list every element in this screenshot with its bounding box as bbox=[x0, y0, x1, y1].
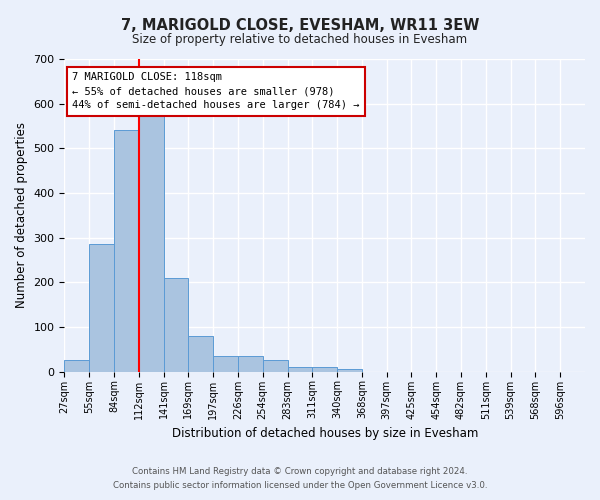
Bar bbox=[213, 356, 238, 372]
Bar bbox=[114, 130, 139, 372]
Y-axis label: Number of detached properties: Number of detached properties bbox=[15, 122, 28, 308]
X-axis label: Distribution of detached houses by size in Evesham: Distribution of detached houses by size … bbox=[172, 427, 478, 440]
Bar bbox=[139, 115, 164, 372]
Bar bbox=[89, 244, 114, 372]
Text: Contains HM Land Registry data © Crown copyright and database right 2024.
Contai: Contains HM Land Registry data © Crown c… bbox=[113, 468, 487, 489]
Bar bbox=[313, 367, 337, 372]
Text: 7 MARIGOLD CLOSE: 118sqm
← 55% of detached houses are smaller (978)
44% of semi-: 7 MARIGOLD CLOSE: 118sqm ← 55% of detach… bbox=[72, 72, 359, 110]
Bar bbox=[337, 370, 362, 372]
Bar bbox=[164, 278, 188, 372]
Bar bbox=[287, 367, 313, 372]
Bar bbox=[238, 356, 263, 372]
Text: 7, MARIGOLD CLOSE, EVESHAM, WR11 3EW: 7, MARIGOLD CLOSE, EVESHAM, WR11 3EW bbox=[121, 18, 479, 32]
Text: Size of property relative to detached houses in Evesham: Size of property relative to detached ho… bbox=[133, 32, 467, 46]
Bar bbox=[263, 360, 287, 372]
Bar bbox=[64, 360, 89, 372]
Bar bbox=[188, 336, 213, 372]
